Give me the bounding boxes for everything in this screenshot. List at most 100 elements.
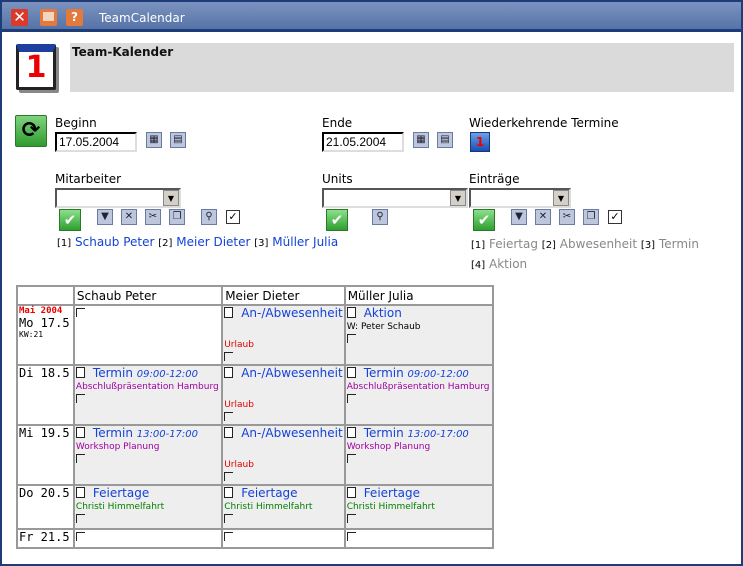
cut-icon[interactable]: ✂	[145, 209, 161, 225]
employees-select[interactable]: ▼	[55, 188, 181, 208]
entry-description: Urlaub	[224, 400, 254, 410]
entry-link[interactable]: An-/Abwesenheit	[224, 306, 343, 320]
delete-icon[interactable]: ✕	[535, 209, 551, 225]
new-entry-corner-icon[interactable]	[224, 352, 234, 361]
document-icon	[224, 367, 234, 378]
search-binoculars-icon[interactable]: ⚲	[372, 209, 388, 225]
calendar-grid-icon[interactable]: ▤	[170, 132, 186, 148]
new-entry-corner-icon[interactable]	[346, 532, 356, 541]
copy-icon[interactable]: ❐	[583, 209, 599, 225]
calendar-cell[interactable]	[344, 529, 493, 548]
calendar-cell[interactable]: An-/Abwesenheit Urlaub	[222, 305, 345, 365]
employee-link[interactable]: Müller Julia	[272, 235, 339, 249]
date-picker-icon[interactable]: ▦	[413, 132, 429, 148]
new-entry-corner-icon[interactable]	[75, 394, 85, 403]
entry-description: Abschlußpräsentation Hamburg	[346, 382, 490, 392]
calendar-cell[interactable]	[73, 305, 223, 365]
new-entry-corner-icon[interactable]	[224, 514, 234, 523]
page-title: Team-Kalender	[72, 45, 174, 59]
apply-employees-button[interactable]: ✔	[59, 209, 81, 231]
cut-icon[interactable]: ✂	[559, 209, 575, 225]
calendar-cell[interactable]	[73, 529, 223, 548]
refresh-button[interactable]: ⟳	[15, 115, 47, 147]
minimize-button[interactable]	[40, 9, 57, 26]
begin-date-input[interactable]	[55, 132, 137, 152]
entry-link[interactable]: An-/Abwesenheit	[224, 366, 343, 380]
new-entry-corner-icon[interactable]	[224, 412, 234, 421]
calendar-cell[interactable]: Feiertage Christi Himmelfahrt	[222, 485, 345, 529]
page-header: Team-Kalender	[70, 43, 734, 92]
table-row: Mai 2004 Mo 17.5 KW:21 An-/Abwesenheit Urlau…	[17, 305, 493, 365]
date-picker-icon[interactable]: ▦	[146, 132, 162, 148]
entry-type-link[interactable]: Feiertag	[489, 237, 538, 251]
entries-select[interactable]: ▼	[469, 188, 571, 208]
entry-link[interactable]: Termin 09:00-12:00	[346, 366, 491, 380]
calendar-cell[interactable]: Feiertage Christi Himmelfahrt	[344, 485, 493, 529]
entry-type: An-/Abwesenheit	[241, 306, 343, 320]
entry-type: Feiertage	[92, 486, 150, 500]
new-entry-corner-icon[interactable]	[346, 454, 356, 463]
select-all-checkbox[interactable]: ✓	[608, 210, 622, 224]
new-entry-corner-icon[interactable]	[75, 532, 85, 541]
entry-type: An-/Abwesenheit	[241, 426, 343, 440]
filter-icon[interactable]: ▼	[97, 209, 113, 225]
new-entry-corner-icon[interactable]	[346, 514, 356, 523]
copy-icon[interactable]: ❐	[169, 209, 185, 225]
new-entry-corner-icon[interactable]	[75, 454, 85, 463]
apply-units-button[interactable]: ✔	[326, 209, 348, 231]
new-entry-corner-icon[interactable]	[75, 308, 85, 317]
entry-link[interactable]: Feiertage	[75, 486, 220, 500]
end-date-input[interactable]	[322, 132, 404, 152]
entry-link[interactable]: Aktion	[346, 306, 491, 320]
calendar-cell[interactable]: Aktion W: Peter Schaub	[344, 305, 493, 365]
delete-icon[interactable]: ✕	[121, 209, 137, 225]
calendar-cell[interactable]	[222, 529, 345, 548]
new-entry-corner-icon[interactable]	[224, 532, 234, 541]
entry-link[interactable]: Termin 09:00-12:00	[75, 366, 220, 380]
calendar-cell[interactable]: An-/Abwesenheit Urlaub	[222, 425, 345, 485]
new-entry-corner-icon[interactable]	[346, 334, 356, 343]
entry-link[interactable]: Feiertage	[224, 486, 342, 500]
entry-link[interactable]: Termin 13:00-17:00	[346, 426, 491, 440]
employees-label: Mitarbeiter	[55, 172, 122, 186]
entry-type-link[interactable]: Aktion	[489, 257, 528, 271]
column-header: Müller Julia	[344, 286, 493, 305]
selected-entry-types: [1] Feiertag [2] Abwesenheit [3] Termin …	[471, 235, 701, 275]
employee-link[interactable]: Meier Dieter	[176, 235, 251, 249]
calendar-cell[interactable]: Termin 13:00-17:00 Workshop Planung	[344, 425, 493, 485]
calendar-cell[interactable]: Feiertage Christi Himmelfahrt	[73, 485, 223, 529]
entry-type: Termin	[363, 366, 404, 380]
entry-type-link[interactable]: Abwesenheit	[559, 237, 638, 251]
item-number: [3]	[254, 238, 269, 249]
units-select[interactable]: ▼	[322, 188, 468, 208]
calendar-cell[interactable]: An-/Abwesenheit Urlaub	[222, 365, 345, 425]
search-binoculars-icon[interactable]: ⚲	[201, 209, 217, 225]
window-title: TeamCalendar	[99, 11, 185, 25]
apply-entries-button[interactable]: ✔	[473, 209, 495, 231]
entry-type-link[interactable]: Termin	[658, 237, 699, 251]
new-entry-corner-icon[interactable]	[75, 514, 85, 523]
document-icon	[224, 427, 234, 438]
recurring-appointments-button[interactable]: 1	[470, 132, 490, 152]
employee-link[interactable]: Schaub Peter	[75, 235, 155, 249]
close-button[interactable]: ✕	[11, 9, 28, 26]
filter-icon[interactable]: ▼	[511, 209, 527, 225]
new-entry-corner-icon[interactable]	[346, 394, 356, 403]
calendar-cell[interactable]: Termin 09:00-12:00 Abschlußpräsentation H…	[73, 365, 223, 425]
select-all-checkbox[interactable]: ✓	[226, 210, 240, 224]
entry-description: Christi Himmelfahrt	[75, 502, 165, 512]
entry-link[interactable]: Feiertage	[346, 486, 491, 500]
entry-type: Feiertage	[241, 486, 298, 500]
calendar-cell[interactable]: Termin 13:00-17:00 Workshop Planung	[73, 425, 223, 485]
help-button[interactable]: ?	[66, 9, 83, 26]
entry-type: Termin	[92, 366, 133, 380]
calendar-grid-icon[interactable]: ▤	[437, 132, 453, 148]
calendar-cell[interactable]: Termin 09:00-12:00 Abschlußpräsentation H…	[344, 365, 493, 425]
entry-link[interactable]: An-/Abwesenheit	[224, 426, 343, 440]
corner-header	[17, 286, 74, 305]
entry-link[interactable]: Termin 13:00-17:00	[75, 426, 220, 440]
chevron-down-icon: ▼	[163, 190, 179, 206]
item-number: [2]	[158, 238, 173, 249]
new-entry-corner-icon[interactable]	[224, 472, 234, 481]
begin-label: Beginn	[55, 116, 97, 130]
